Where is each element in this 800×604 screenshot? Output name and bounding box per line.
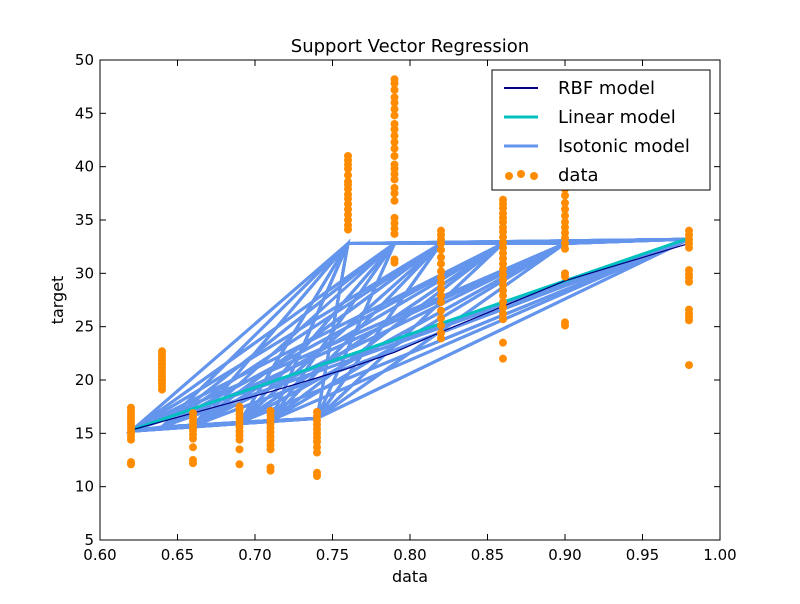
data-point xyxy=(390,111,399,120)
data-point xyxy=(127,458,135,467)
axis-ticks: 0.60 0.65 0.70 0.75 0.80 0.85 0.90 0.95 1.00 5 10 1… xyxy=(75,51,737,564)
data-point xyxy=(390,85,399,94)
data-point xyxy=(499,354,507,363)
data-point xyxy=(561,211,569,220)
data-point xyxy=(344,164,352,173)
data-point xyxy=(499,291,507,300)
isotonic-model-line xyxy=(126,237,690,434)
data-point xyxy=(685,316,693,325)
data-point xyxy=(390,131,399,140)
data-point xyxy=(390,79,399,88)
data-point xyxy=(499,315,507,324)
data-point xyxy=(344,225,352,234)
data-point xyxy=(561,321,569,330)
y-axis-label: target xyxy=(48,276,67,325)
legend-box xyxy=(491,69,711,191)
data-point xyxy=(437,321,445,330)
x-axis-label: data xyxy=(392,567,428,586)
legend-swatch-dot xyxy=(530,172,538,180)
data-point xyxy=(266,445,275,454)
data-point xyxy=(390,175,399,184)
y-tick-label: 10 xyxy=(75,478,94,496)
legend: RBF model Linear model Isotonic model data xyxy=(491,69,711,191)
data-point xyxy=(437,239,445,248)
data-point xyxy=(437,298,445,307)
data-point xyxy=(313,472,321,480)
legend-label: data xyxy=(558,165,599,186)
series-layer xyxy=(125,75,693,480)
data-point xyxy=(390,152,399,160)
x-tick-label: 0.80 xyxy=(393,546,426,564)
data-point xyxy=(437,334,445,343)
legend-swatch-dot xyxy=(505,172,513,180)
data-point xyxy=(390,196,399,205)
x-tick-label: 0.60 xyxy=(83,546,116,564)
data-point xyxy=(437,278,445,287)
data-point xyxy=(344,171,352,180)
data-point xyxy=(235,460,244,469)
data-point xyxy=(685,243,693,252)
data-point xyxy=(390,144,399,153)
data-point xyxy=(437,306,445,315)
x-tick-label: 0.95 xyxy=(626,546,659,564)
data-point xyxy=(437,291,445,300)
rbf-model-line xyxy=(130,242,690,431)
data-point xyxy=(437,253,445,262)
data-point xyxy=(561,198,569,207)
linear-model-line xyxy=(130,236,690,432)
data-point xyxy=(158,385,166,394)
data-point xyxy=(189,443,197,452)
data-point xyxy=(266,466,275,475)
data-point xyxy=(437,314,445,323)
y-tick-label: 25 xyxy=(75,318,94,336)
data-point xyxy=(437,245,445,254)
data-point xyxy=(685,361,693,370)
data-point xyxy=(437,267,445,276)
legend-label: RBF model xyxy=(558,78,655,99)
chart-title: Support Vector Regression xyxy=(291,36,529,57)
y-tick-label: 20 xyxy=(75,371,94,389)
x-tick-label: 0.75 xyxy=(316,546,349,564)
data-point xyxy=(390,105,399,114)
data-point xyxy=(561,191,569,200)
data-point xyxy=(235,445,244,454)
data-point xyxy=(313,448,321,457)
y-tick-label: 45 xyxy=(75,104,94,122)
y-tick-label: 50 xyxy=(75,51,94,69)
data-point xyxy=(390,138,399,147)
x-tick-label: 0.65 xyxy=(161,546,194,564)
data-point xyxy=(499,303,507,312)
data-point xyxy=(189,459,197,468)
x-tick-label: 0.70 xyxy=(238,546,271,564)
x-tick-label: 1.00 xyxy=(703,546,736,564)
y-tick-label: 15 xyxy=(75,424,94,442)
data-point xyxy=(127,435,135,444)
data-point xyxy=(561,272,569,281)
y-tick-label: 35 xyxy=(75,211,94,229)
data-point xyxy=(235,435,244,444)
x-tick-label: 0.85 xyxy=(471,546,504,564)
legend-label: Isotonic model xyxy=(558,136,690,157)
data-point xyxy=(499,338,507,347)
data-point xyxy=(390,98,399,107)
y-tick-label: 40 xyxy=(75,158,94,176)
data-point xyxy=(390,229,399,238)
data-point xyxy=(390,258,399,267)
data-point xyxy=(685,277,693,286)
data-point xyxy=(189,434,197,443)
data-point xyxy=(390,125,399,134)
data-point xyxy=(390,189,399,198)
legend-label: Linear model xyxy=(558,107,676,128)
data-point xyxy=(561,205,569,214)
data-point xyxy=(437,285,445,294)
y-tick-label: 30 xyxy=(75,264,94,282)
legend-swatch-dot xyxy=(517,170,525,178)
y-tick-label: 5 xyxy=(84,531,94,549)
data-point xyxy=(561,244,569,253)
x-tick-label: 0.90 xyxy=(548,546,581,564)
data-point xyxy=(437,259,445,268)
